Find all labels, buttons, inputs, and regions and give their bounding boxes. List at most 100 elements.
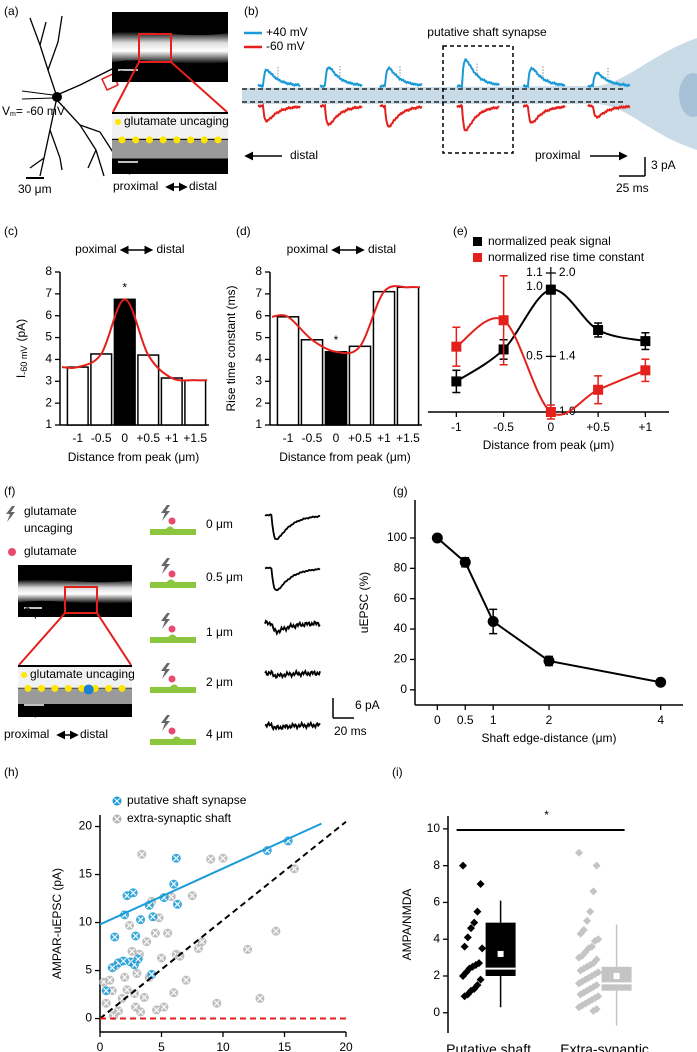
y-tick-label: 1.4 [559, 349, 576, 363]
data-point [467, 924, 475, 933]
point-cross [124, 892, 131, 899]
vm-label: Vm= -60 mV [2, 104, 65, 118]
bar [184, 379, 207, 426]
y-tick-label: 7 [45, 286, 52, 300]
x-tick-label: 0 [121, 431, 128, 445]
highlight-box [442, 45, 514, 154]
point-cross [132, 932, 139, 939]
y-tick-label: 10 [79, 915, 93, 929]
y-tick-label: 10 [427, 821, 441, 835]
point-cross [173, 855, 180, 862]
uncaging-dot [78, 684, 86, 692]
x-tick-label: +1 [165, 431, 179, 445]
legend-label: normalized rise time constant [488, 250, 645, 264]
neuron-dendrite [39, 96, 58, 177]
marker [459, 556, 471, 568]
point-cross [291, 865, 298, 872]
trace [257, 68, 301, 89]
y-tick-label: 60 [394, 591, 408, 605]
x-tick-label: 5 [158, 1040, 165, 1052]
direction-label: proximal [4, 727, 49, 741]
y-axis-label: uEPSC (%) [357, 572, 371, 633]
point-cross [114, 798, 120, 804]
neuron-dendrite [87, 149, 97, 169]
distance-label: 0.5 μm [206, 570, 243, 584]
point-cross [106, 977, 113, 984]
dendrite-icon [150, 579, 196, 588]
point-cross [285, 837, 292, 844]
x-axis-label: Shaft edge-distance (μm) [482, 731, 617, 745]
zoom-line [170, 61, 228, 113]
uncaging-dot [132, 136, 140, 144]
trace [522, 103, 566, 124]
uncaging-icon [161, 505, 170, 521]
x-tick-label: 0 [333, 431, 340, 445]
panel-label: (a) [4, 4, 19, 18]
y-tick-label: 5 [85, 963, 92, 977]
x-tick-label: 1 [490, 713, 497, 727]
point-cross [168, 893, 175, 900]
zoom-line [112, 61, 140, 113]
point-cross [120, 957, 127, 964]
point-cross [138, 851, 145, 858]
point-cross [183, 977, 190, 984]
x-tick-label: +0.5 [348, 431, 372, 445]
data-point [476, 975, 485, 984]
uncaging-dot [21, 672, 27, 678]
point-cross [153, 1006, 160, 1013]
data-point [575, 979, 583, 988]
uncaging-dot [115, 119, 121, 125]
panel-label: (g) [393, 484, 408, 498]
y-tick-label: 1.0 [526, 279, 543, 293]
y-tick-label: 5 [255, 330, 262, 344]
point-cross [103, 987, 110, 994]
y-tick-label: 3 [45, 373, 52, 387]
y-tick-label: 7 [255, 286, 262, 300]
y-tick-label: 20 [394, 652, 408, 666]
y-tick-label: 8 [433, 858, 440, 872]
significance: * [544, 808, 549, 822]
direction-label: proximal [113, 179, 158, 193]
glutamate-icon [168, 517, 176, 525]
point-cross [133, 970, 140, 977]
data-point [586, 907, 595, 916]
point-cross [164, 930, 171, 937]
point-cross [148, 971, 155, 978]
y-tick-label: 40 [394, 621, 408, 635]
trace [379, 103, 423, 128]
trace [264, 619, 321, 636]
x-tick-label: 10 [216, 1040, 230, 1052]
mean-marker [497, 950, 504, 957]
distance-label: 1 μm [206, 625, 233, 639]
panel-label: (i) [392, 765, 403, 779]
fit-line [99, 820, 347, 1020]
y-axis-label: I [14, 375, 28, 378]
legend-label: uncaging [24, 521, 73, 535]
uncaging-dot [118, 684, 126, 692]
point-cross [111, 933, 118, 940]
uncaging-dot [214, 136, 222, 144]
data-point [478, 944, 487, 953]
vm-symbol: V [2, 104, 10, 118]
trace [587, 104, 631, 120]
bar [300, 339, 324, 426]
subtitle: poximal [287, 242, 328, 256]
trace [257, 102, 301, 123]
point-cross [115, 1007, 122, 1014]
data-point [576, 966, 585, 975]
x-tick-label: +0.5 [136, 431, 160, 445]
neuron-dendrite [49, 129, 63, 171]
point-cross [256, 995, 263, 1002]
uncaging-icon [161, 715, 170, 731]
y-tick-label: 2 [255, 395, 262, 409]
neuron-dendrite [29, 17, 58, 98]
marker [543, 655, 555, 667]
point-cross [160, 1004, 167, 1011]
neuron-dendrite [56, 65, 119, 96]
legend-marker [473, 253, 482, 262]
uncaging-dot [173, 136, 181, 144]
annotation: * [334, 333, 339, 347]
marker [431, 532, 443, 544]
bar [276, 316, 300, 426]
